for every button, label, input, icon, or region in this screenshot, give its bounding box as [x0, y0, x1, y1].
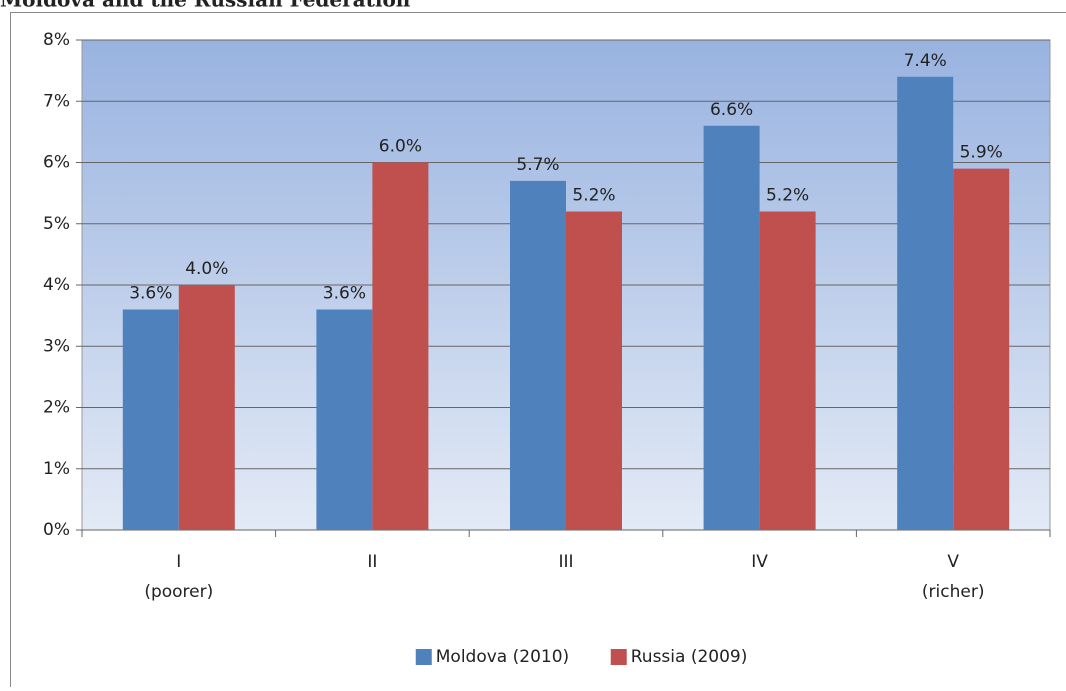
y-tick-label: 1% [43, 459, 70, 479]
value-label: 6.6% [710, 100, 753, 120]
legend-label: Russia (2009) [631, 647, 748, 667]
legend-label: Moldova (2010) [436, 647, 569, 667]
bar [372, 163, 428, 531]
value-label: 5.2% [766, 186, 809, 206]
y-tick-label: 8% [43, 30, 70, 50]
bar [704, 126, 760, 530]
chart-title: Moldova and the Russian Federation [0, 0, 411, 12]
y-tick-label: 0% [43, 520, 70, 540]
value-label: 7.4% [904, 51, 947, 71]
bar [566, 212, 622, 531]
y-tick-label: 2% [43, 398, 70, 418]
bar [897, 77, 953, 530]
value-label: 3.6% [323, 284, 366, 304]
value-label: 4.0% [185, 259, 228, 279]
y-tick-label: 5% [43, 214, 70, 234]
bar [123, 310, 179, 531]
legend-swatch [416, 649, 432, 665]
y-tick-label: 4% [43, 275, 70, 295]
value-label: 6.0% [379, 137, 422, 157]
legend-swatch [611, 649, 627, 665]
y-tick-label: 3% [43, 336, 70, 356]
value-label: 5.2% [572, 186, 615, 206]
bar [760, 212, 816, 531]
x-tick-label: II [367, 552, 377, 572]
bar [179, 285, 235, 530]
value-label: 5.7% [516, 155, 559, 175]
y-tick-label: 7% [43, 91, 70, 111]
x-tick-label: IV [751, 552, 768, 572]
bar [510, 181, 566, 530]
x-tick-label: III [558, 552, 573, 572]
value-label: 3.6% [129, 284, 172, 304]
y-tick-label: 6% [43, 153, 70, 173]
bar [316, 310, 372, 531]
bar [953, 169, 1009, 530]
value-label: 5.9% [960, 143, 1003, 163]
